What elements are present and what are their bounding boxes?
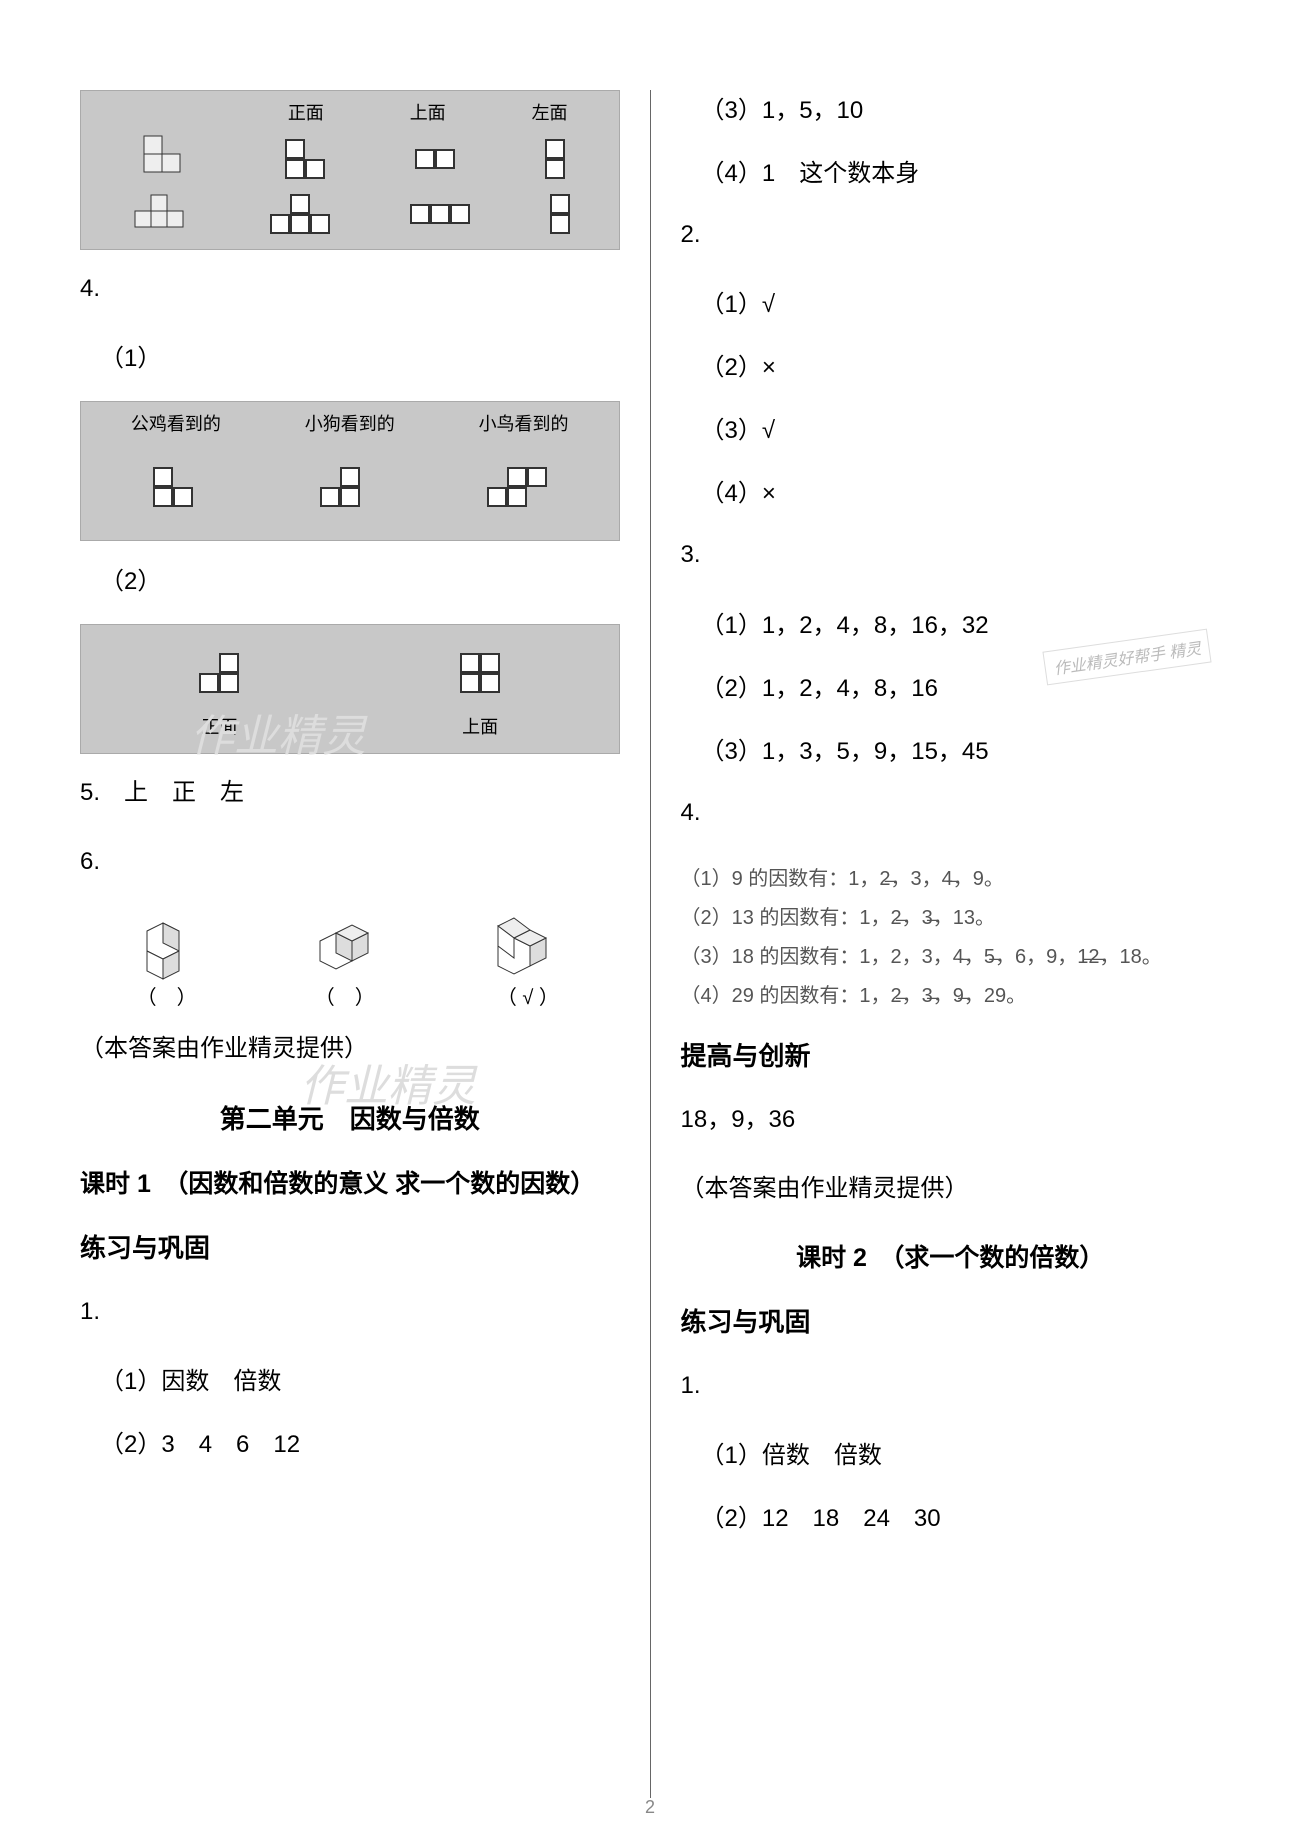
figure-views-image-1: 正面 上面 左面 [80,90,620,250]
factor-line-1: （1）9 的因数有：1，2̶，3，4̶，9。 [681,862,1221,891]
grid-front-1 [285,139,325,179]
improve-heading: 提高与创新 [681,1036,1221,1073]
lesson-1-title: 课时 1 （因数和倍数的意义 求一个数的因数） [80,1164,620,1200]
cube-stack-icon-2 [129,189,189,239]
right-q2-3: （3）√ [701,410,1221,445]
cube-mark-2: （ ） [300,981,390,1010]
img2-label-3: 小鸟看到的 [479,410,569,436]
question-4-2: （2） [100,561,620,596]
right-q3-2: （2）1，2，4，8，16 [701,668,1221,703]
right-q2-2: （2）× [701,347,1221,382]
grid-top-1 [415,149,455,169]
lesson-2-title: 课时 2 （求一个数的倍数） [681,1238,1221,1274]
cube-mark-3: （ √ ） [483,981,573,1010]
right-q1-3: （3）1，5，10 [701,90,1221,125]
credit-left: （本答案由作业精灵提供） [80,1030,620,1068]
grid-left-2 [550,194,570,234]
right-rq1: 1. [681,1367,1221,1405]
img2-label-1: 公鸡看到的 [131,410,221,436]
right-q3-3: （3）1，3，5，9，15，45 [701,731,1221,766]
cube-icon-3 [483,911,573,981]
right-rq1-1: （1）倍数 倍数 [701,1435,1221,1470]
cube-choice-row: （ ） （ ） （ √ ） [80,911,620,1010]
cube-mark-1: （ ） [127,981,207,1010]
unit-2-title: 第二单元 因数与倍数 [80,1099,620,1136]
right-q2-1: （1）√ [701,284,1221,319]
credit-right: （本答案由作业精灵提供） [681,1170,1221,1208]
grid-front-3 [199,653,239,693]
grid-dog [320,467,360,507]
img3-label-1: 正面 [201,713,237,739]
img3-label-2: 上面 [462,713,498,739]
practice-heading-right: 练习与巩固 [681,1302,1221,1339]
cube-stack-icon [134,134,194,184]
img2-label-2: 小狗看到的 [305,410,395,436]
factor-line-2: （2）13 的因数有：1，2̶，3̶，13。 [681,901,1221,930]
grid-rooster [153,467,193,507]
page-number: 2 [645,1797,655,1818]
grid-front-2 [270,194,330,234]
question-6: 6. [80,843,620,881]
grid-top-2 [410,204,470,224]
factor-line-3: （3）18 的因数有：1，2，3，4̶，5̶，6，9，1̶2̶，18。 [681,940,1221,969]
img1-label-left: 左面 [532,99,568,125]
cube-choice-2: （ ） [300,911,390,1010]
right-q4: 4. [681,794,1221,832]
page-container: 正面 上面 左面 [0,0,1300,1838]
cube-choice-1: （ ） [127,911,207,1010]
figure-views-image-3: 正面 上面 [80,624,620,754]
grid-top-3 [460,653,500,693]
question-4: 4. [80,270,620,308]
img1-label-front: 正面 [288,99,324,125]
right-q3: 3. [681,536,1221,574]
factor-line-4: （4）29 的因数有：1，2̶，3̶，9̶，29。 [681,979,1221,1008]
cube-icon-1 [127,911,207,981]
img1-label-top: 上面 [410,99,446,125]
right-column: （3）1，5，10 （4）1 这个数本身 2. （1）√ （2）× （3）√ （… [661,90,1241,1798]
right-q3-1: （1）1，2，4，8，16，32 [701,605,1221,640]
left-q1-1: （1）因数 倍数 [100,1361,620,1396]
right-q2: 2. [681,216,1221,254]
right-q1-4: （4）1 这个数本身 [701,153,1221,188]
left-column: 正面 上面 左面 [60,90,640,1798]
right-rq1-2: （2）12 18 24 30 [701,1498,1221,1533]
question-4-1: （1） [100,338,620,373]
cube-choice-3: （ √ ） [483,911,573,1010]
left-q1: 1. [80,1293,620,1331]
grid-left-1 [545,139,565,179]
grid-bird [487,467,547,507]
figure-views-image-2: 公鸡看到的 小狗看到的 小鸟看到的 [80,401,620,541]
improve-answer: 18，9，36 [681,1101,1221,1139]
cube-icon-2 [300,911,390,981]
practice-heading-left: 练习与巩固 [80,1228,620,1265]
right-q2-4: （4）× [701,473,1221,508]
left-q1-2: （2）3 4 6 12 [100,1424,620,1459]
column-divider [650,90,651,1798]
question-5: 5. 上 正 左 [80,774,620,812]
